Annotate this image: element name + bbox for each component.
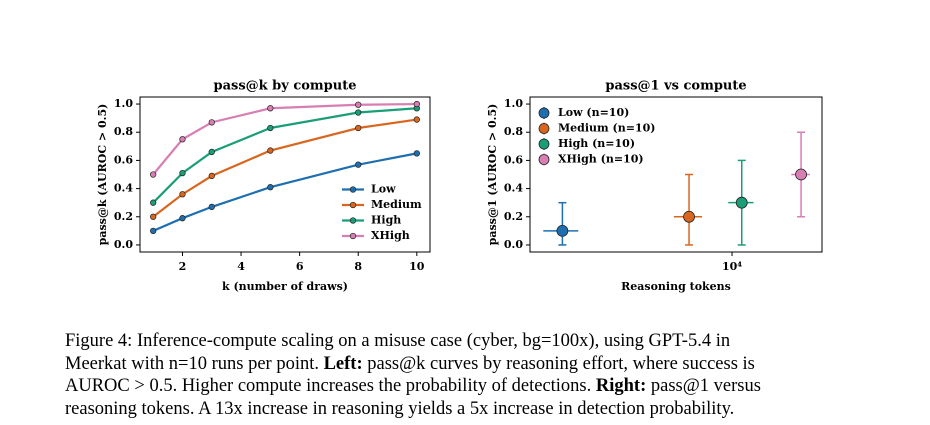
data-point [179, 215, 186, 222]
y-tick-label: 0.6 [504, 153, 523, 166]
caption-line: reasoning tokens. A 13x increase in reas… [65, 398, 761, 421]
caption-bold: Left: [323, 353, 363, 374]
x-tick-label: 4 [237, 260, 245, 273]
series-line [152, 107, 417, 204]
data-point [208, 203, 215, 211]
data-point [267, 124, 274, 132]
legend-marker [349, 217, 357, 224]
legend-label: High [371, 214, 401, 227]
figure: pass@k by compute k (number of draws) pass… [96, 79, 823, 293]
series-line [152, 118, 417, 218]
legend-marker [538, 154, 550, 165]
x-tick-label: 10 [409, 260, 425, 273]
caption-text: reasoning tokens. A 13x increase in reas… [65, 398, 735, 419]
x-axis-label: Reasoning tokens [621, 280, 731, 293]
data-point [413, 116, 420, 123]
y-tick-label: 0.4 [504, 182, 523, 195]
caption-text: pass@1 versus [646, 376, 761, 397]
legend-label: Low [371, 183, 396, 196]
y-tick-label: 0.8 [114, 125, 133, 138]
series-line [152, 152, 418, 232]
caption-text: AUROC > 0.5. Higher compute increases th… [65, 376, 596, 397]
y-tick-label: 0.2 [114, 210, 133, 223]
data-point [208, 172, 215, 180]
data-point [413, 100, 420, 108]
data-point [355, 161, 362, 168]
legend-marker [349, 201, 357, 209]
y-tick-label: 0.4 [114, 182, 133, 195]
legend-label: Low (n=10) [558, 106, 629, 119]
data-point [150, 213, 157, 220]
legend-label: High (n=10) [558, 137, 635, 150]
data-point [179, 191, 186, 198]
data-point [556, 224, 569, 237]
data-point [355, 101, 362, 108]
caption-text: Meerkat with n=10 runs per point. [65, 353, 324, 374]
y-tick-label: 1.0 [114, 97, 133, 110]
caption-text: Figure 4: Inference-compute scaling on a… [65, 331, 731, 351]
legend-marker [538, 107, 550, 119]
y-tick-label: 0.2 [504, 210, 523, 223]
caption-line: AUROC > 0.5. Higher compute increases th… [65, 375, 761, 398]
caption-text: pass@k curves by reasoning effort, where… [362, 353, 755, 374]
data-point [150, 227, 157, 235]
y-axis-label: pass@1 (AUROC > 0.5) [486, 104, 499, 246]
y-axis-label: pass@k (AUROC > 0.5) [96, 104, 109, 246]
data-point [150, 199, 157, 206]
data-point [267, 184, 274, 191]
data-point [683, 210, 695, 223]
data-point [208, 148, 215, 156]
y-tick-label: 0.0 [504, 238, 523, 251]
caption-line: Figure 4: Inference-compute scaling on a… [65, 330, 761, 353]
data-point [267, 147, 274, 154]
data-point [179, 169, 186, 177]
data-point [355, 109, 362, 116]
y-tick-label: 1.0 [504, 97, 523, 110]
caption-line: Meerkat with n=10 runs per point. Left: … [65, 353, 761, 376]
x-axis-label: k (number of draws) [222, 280, 348, 293]
legend-label: XHigh (n=10) [558, 153, 644, 166]
caption-bold: Right: [595, 376, 647, 397]
data-point [179, 136, 186, 143]
legend-marker [349, 186, 357, 193]
data-point [267, 105, 274, 112]
legend-label: XHigh [371, 229, 410, 242]
legend-marker [538, 123, 550, 134]
caption: Figure 4: Inference-compute scaling on a… [65, 330, 761, 420]
plot-frame [139, 96, 431, 253]
data-point [208, 119, 215, 126]
chart-title: pass@k by compute [213, 79, 356, 94]
chart-title: pass@1 vs compute [605, 79, 746, 94]
data-point [735, 196, 748, 209]
data-point [795, 168, 807, 181]
y-tick-label: 0.8 [504, 125, 523, 138]
y-tick-label: 0.0 [114, 238, 133, 251]
x-tick-label: 10⁴ [722, 260, 742, 273]
x-tick-label: 8 [354, 260, 362, 273]
plot-frame [529, 96, 823, 253]
legend-label: Medium [371, 198, 422, 211]
data-point [150, 171, 157, 178]
legend-label: Medium (n=10) [558, 122, 655, 135]
legend-marker [538, 138, 550, 150]
data-point [355, 124, 362, 132]
legend-marker [349, 232, 357, 240]
y-tick-label: 0.6 [114, 153, 133, 166]
x-tick-label: 2 [179, 260, 187, 273]
data-point [413, 150, 420, 157]
x-tick-label: 6 [296, 260, 304, 273]
series-line [152, 102, 417, 176]
